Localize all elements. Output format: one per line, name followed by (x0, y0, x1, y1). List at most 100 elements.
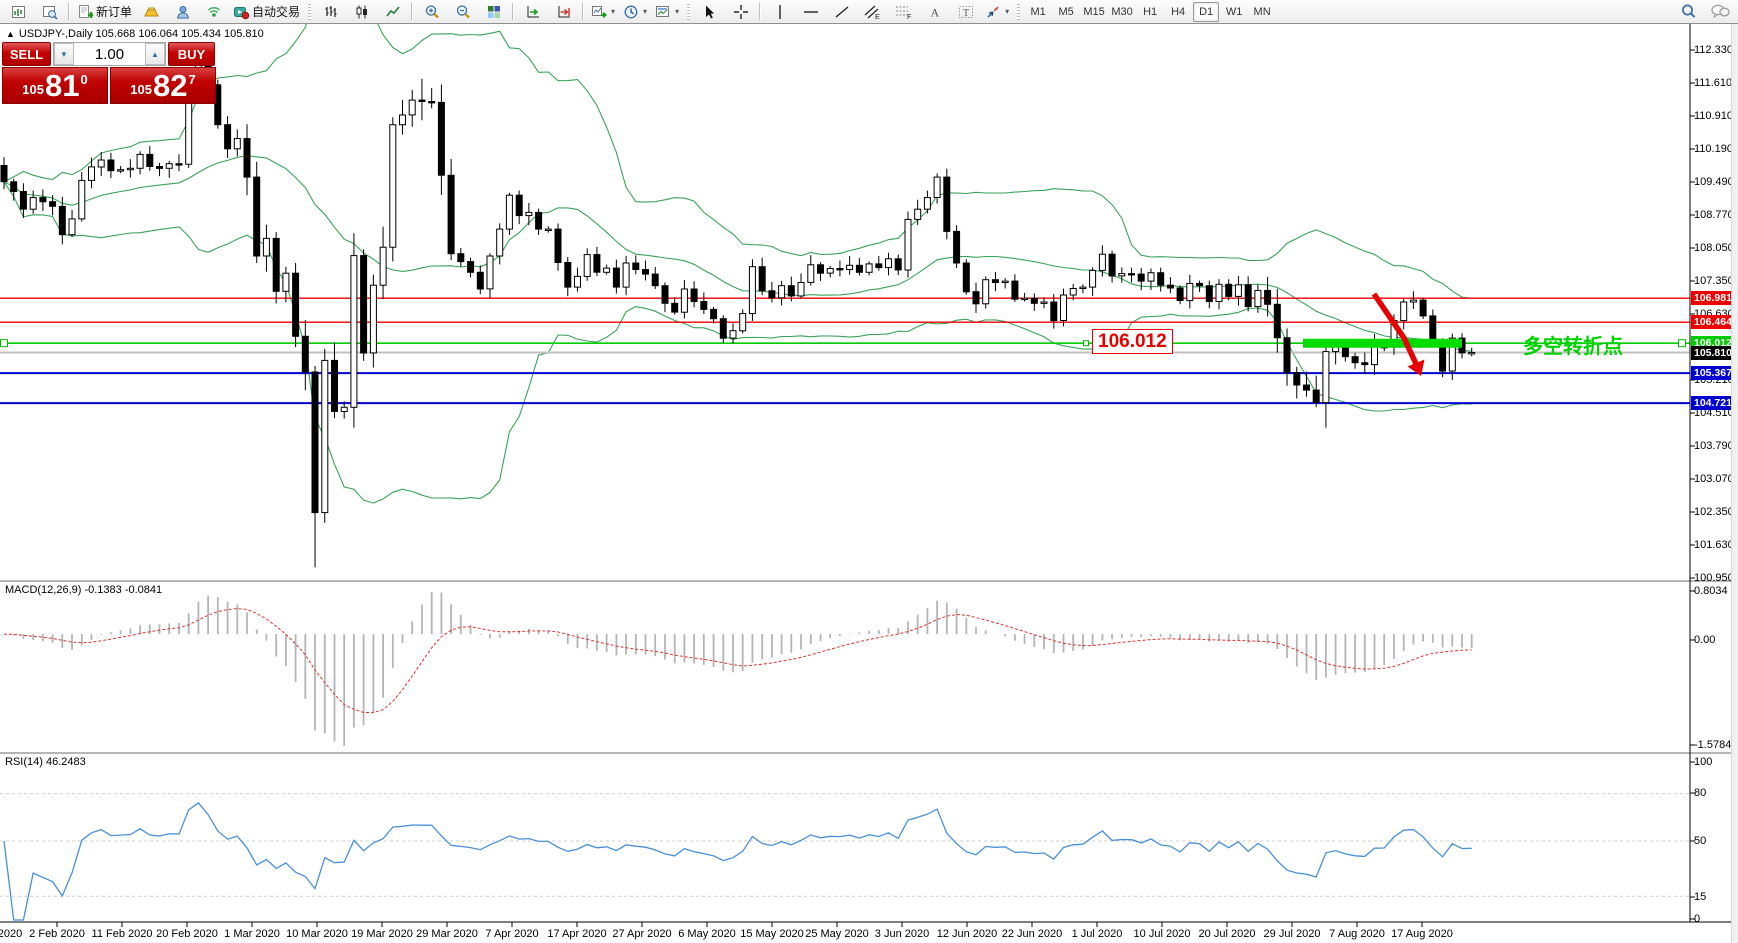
toolbar-grip (308, 3, 312, 20)
axis-tick-label: 80 (1694, 787, 1707, 799)
search-button[interactable] (1673, 1, 1704, 23)
candlestick-button[interactable] (346, 1, 377, 23)
indicators-button[interactable]: ▾ (587, 1, 619, 23)
tf-M15[interactable]: M15 (1083, 5, 1105, 18)
axis-tick-label: 103.790 (1694, 440, 1734, 452)
sell-price-pip: 0 (80, 72, 88, 87)
date-tick-label: 20 Jul 2020 (1198, 928, 1256, 940)
tf-D1[interactable]: D1 (1193, 1, 1220, 22)
buy-button[interactable]: BUY (168, 42, 215, 66)
volume-value[interactable]: 1.00 (94, 45, 125, 63)
line-handle[interactable] (0, 339, 8, 348)
bar-chart-button[interactable] (315, 1, 346, 23)
sell-price-box[interactable]: 105 81 0 (2, 67, 108, 104)
arrows-button[interactable]: ▾ (981, 1, 1013, 23)
sell-price-base: 105 (22, 82, 44, 97)
crosshair-icon (733, 4, 748, 19)
new-chart-icon (11, 5, 25, 18)
toolbar-right-tools (1673, 1, 1735, 23)
axis-tick-label: 109.490 (1694, 176, 1734, 188)
autotrade-button[interactable]: 自动交易 (229, 1, 304, 23)
axis-tick-label: 0.00 (1694, 634, 1716, 646)
sell-button[interactable]: SELL (2, 42, 51, 66)
tf-M1[interactable]: M1 (1030, 5, 1046, 18)
macd-label: MACD(12,26,9) -0.1383 -0.0841 (5, 584, 163, 596)
dropdown-arrow-icon: ▾ (1005, 7, 1010, 16)
templates-button[interactable]: ▾ (651, 1, 683, 23)
axis-tick-label: 0 (1694, 913, 1701, 925)
bar-chart-icon (325, 5, 337, 17)
templates-icon (656, 5, 670, 17)
tf-H4[interactable]: H4 (1171, 5, 1186, 18)
line-chart-button[interactable] (377, 1, 408, 23)
date-tick-label: 27 Apr 2020 (612, 928, 672, 940)
line-chart-icon (385, 5, 400, 16)
price-tag-105.810: 105.810 (1691, 345, 1738, 360)
chart-shift-button[interactable] (548, 1, 579, 23)
text-button[interactable]: A (919, 1, 950, 23)
fibonacci-button[interactable]: F (888, 1, 919, 23)
line-handle[interactable] (1678, 339, 1686, 348)
crosshair-button[interactable] (725, 1, 756, 23)
svg-text:F: F (907, 14, 911, 20)
candlestick-icon (356, 5, 367, 18)
text-label-button[interactable]: T (950, 1, 981, 23)
tile-windows-button[interactable] (478, 1, 509, 23)
toolbar-grip (687, 3, 691, 20)
axis-tick-label: 111.610 (1694, 77, 1733, 89)
date-tick-label: 20 Feb 2020 (156, 928, 218, 940)
tf-W1[interactable]: W1 (1225, 5, 1243, 18)
text-icon: A (930, 5, 939, 19)
zoom-out-icon (456, 4, 470, 18)
zoom-out-button[interactable] (447, 1, 478, 23)
date-tick-label: 29 Mar 2020 (416, 928, 478, 940)
periods-button[interactable]: ▾ (619, 1, 651, 23)
equidistant-channel-icon: E (864, 5, 880, 20)
auto-scroll-button[interactable] (517, 1, 548, 23)
date-tick-label: 2 Feb 2020 (29, 928, 85, 940)
tf-M30[interactable]: M30 (1111, 5, 1133, 18)
channel-button[interactable]: E (857, 1, 888, 23)
new-chart-button[interactable] (3, 1, 34, 23)
date-tick-label: 12 Jun 2020 (936, 928, 998, 940)
profiles-button[interactable] (34, 1, 65, 23)
new-order-icon (79, 4, 93, 18)
chat-button[interactable] (1704, 1, 1735, 23)
tf-M5[interactable]: M5 (1058, 5, 1074, 18)
volume-decrease-button[interactable]: ▼ (54, 43, 74, 65)
horizontal-line-button[interactable] (795, 1, 826, 23)
price-note-label[interactable]: 106.012 (1092, 329, 1173, 354)
market-button[interactable] (136, 1, 167, 23)
svg-text:T: T (963, 8, 969, 19)
turning-point-note[interactable]: 多空转折点 (1523, 336, 1623, 358)
date-tick-label: 11 Feb 2020 (91, 928, 153, 940)
red-arrow-head (1407, 359, 1425, 376)
indicator-line (3, 181, 1472, 504)
cursor-button[interactable] (694, 1, 725, 23)
date-tick-label: 1 Jul 2020 (1071, 928, 1123, 940)
red-arrow[interactable] (1371, 292, 1420, 368)
toolbar-grip (1017, 3, 1021, 20)
autotrade-icon (234, 6, 250, 19)
date-tick-label: 25 May 2020 (805, 928, 869, 940)
arrows-icon (987, 6, 999, 17)
new-order-button[interactable]: 新订单 (73, 1, 136, 23)
rsi-label: RSI(14) 46.2483 (5, 756, 86, 768)
tf-MN[interactable]: MN (1253, 5, 1271, 18)
indicator-line (3, 802, 1472, 921)
axis-tick-label: 0.8034 (1694, 585, 1728, 597)
signals-button[interactable] (198, 1, 229, 23)
line-handle[interactable] (1083, 340, 1089, 347)
one-click-trade-panel: SELL ▼ 1.00 ▲ BUY 105 81 0 105 82 7 (2, 42, 217, 104)
zoom-in-button[interactable] (416, 1, 447, 23)
tf-H1[interactable]: H1 (1143, 5, 1158, 18)
axis-tick-label: 107.350 (1694, 275, 1734, 287)
community-button[interactable] (167, 1, 198, 23)
vertical-line-button[interactable] (764, 1, 795, 23)
buy-price-box[interactable]: 105 82 7 (110, 67, 216, 104)
dropdown-arrow-icon: ▾ (643, 7, 648, 16)
volume-increase-button[interactable]: ▲ (145, 43, 165, 65)
sell-price-main: 81 (44, 68, 80, 103)
trendline-button[interactable] (826, 1, 857, 23)
